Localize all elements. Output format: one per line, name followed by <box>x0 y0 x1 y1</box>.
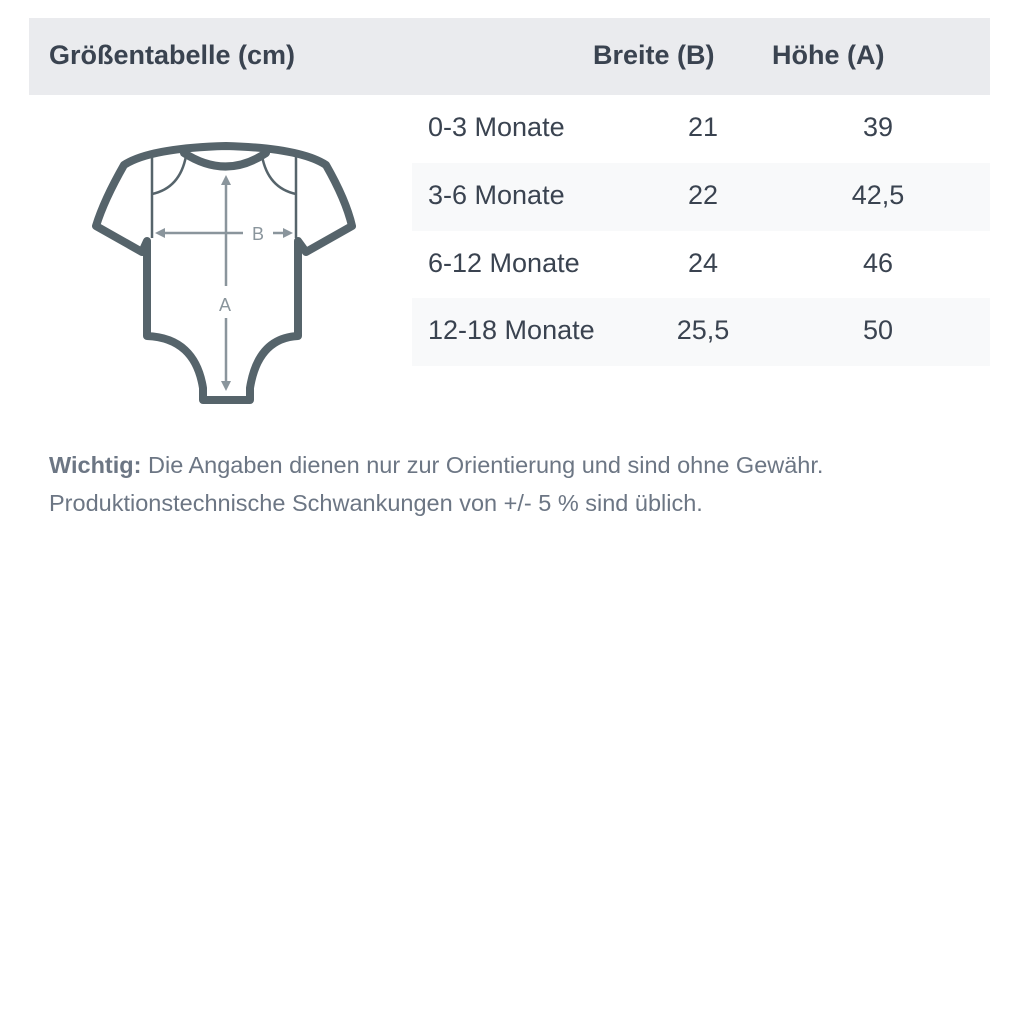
breite-cell: 25,5 <box>676 315 730 345</box>
height-label: A <box>219 295 231 315</box>
table-title: Größentabelle (cm) <box>49 40 296 70</box>
breite-cell: 22 <box>687 180 719 210</box>
table-row: 3-6 Monate 22 42,5 <box>412 163 990 231</box>
size-cell: 6-12 Monate <box>428 248 580 278</box>
hoehe-cell: 42,5 <box>851 180 905 210</box>
table-row: 12-18 Monate 25,5 50 <box>412 298 990 366</box>
note-line-2: Produktionstechnische Schwankungen von +… <box>49 490 703 516</box>
table-row: 6-12 Monate 24 46 <box>412 231 990 299</box>
table-header: Größentabelle (cm) Breite (B) Höhe (A) <box>29 18 990 95</box>
bodysuit-outline <box>92 142 356 404</box>
hoehe-cell: 46 <box>862 248 894 278</box>
size-cell: 3-6 Monate <box>428 180 565 210</box>
note-line-1: Die Angaben dienen nur zur Orientierung … <box>148 452 824 478</box>
baby-bodysuit-icon: B A <box>92 142 356 404</box>
note-label: Wichtig: <box>49 452 142 478</box>
column-header-breite: Breite (B) <box>593 40 715 70</box>
width-label: B <box>252 224 264 244</box>
hoehe-cell: 39 <box>862 112 894 142</box>
size-cell: 12-18 Monate <box>428 315 595 345</box>
breite-cell: 24 <box>687 248 719 278</box>
size-cell: 0-3 Monate <box>428 112 565 142</box>
disclaimer-note: Wichtig: Die Angaben dienen nur zur Orie… <box>49 446 1009 522</box>
neckline <box>180 149 270 171</box>
column-header-hoehe: Höhe (A) <box>772 40 885 70</box>
table-row: 0-3 Monate 21 39 <box>412 95 990 163</box>
breite-cell: 21 <box>687 112 719 142</box>
hoehe-cell: 50 <box>862 315 894 345</box>
